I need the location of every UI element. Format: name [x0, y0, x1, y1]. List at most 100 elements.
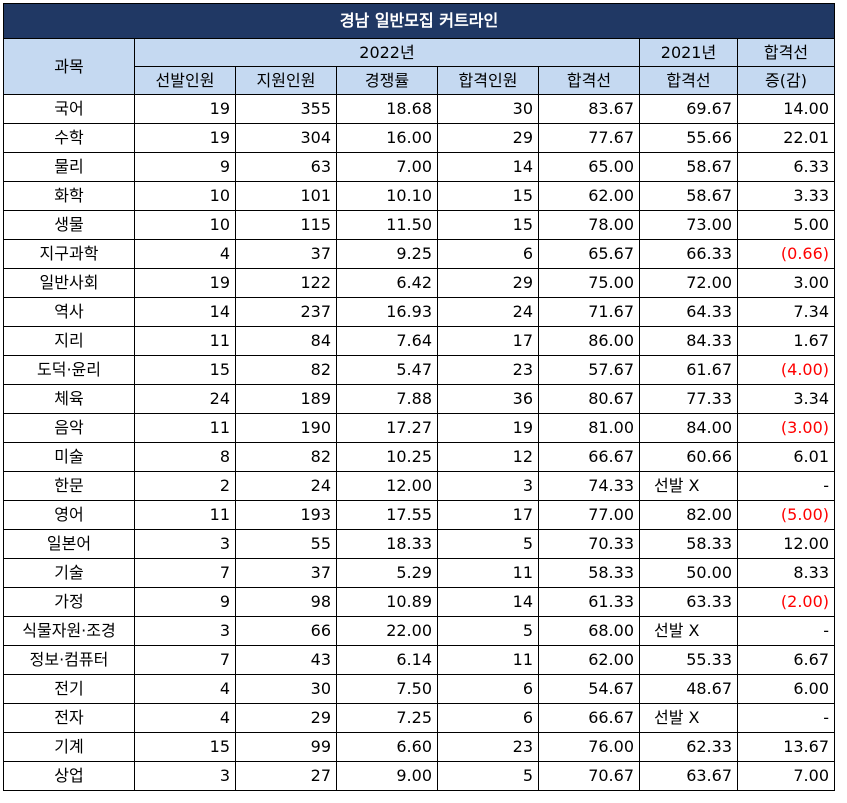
subject-cell: 전자: [3, 703, 135, 733]
diff-cell: 13.67: [737, 732, 835, 762]
ratio-cell: 16.93: [336, 297, 438, 327]
subject-cell: 일반사회: [3, 268, 135, 298]
cutoff-2022-cell: 76.00: [538, 732, 640, 762]
passed-cell: 17: [437, 500, 539, 530]
selected-cell: 4: [134, 239, 236, 269]
passed-cell: 6: [437, 239, 539, 269]
cutoff-2022-cell: 77.67: [538, 123, 640, 153]
cutoff-2022-cell: 83.67: [538, 94, 640, 124]
cutoff-2022-cell: 78.00: [538, 210, 640, 240]
table-row: 체육 24 189 7.88 36 80.67 77.33 3.34: [3, 384, 835, 414]
passed-cell: 5: [437, 529, 539, 559]
selected-cell: 3: [134, 761, 236, 791]
applicants-cell: 63: [235, 152, 337, 182]
subject-cell: 기술: [3, 558, 135, 588]
cutoff-2022-cell: 57.67: [538, 355, 640, 385]
passed-cell: 6: [437, 703, 539, 733]
diff-cell: -: [737, 703, 835, 733]
ratio-cell: 18.33: [336, 529, 438, 559]
header-selected: 선발인원: [134, 66, 236, 95]
diff-cell: (3.00): [737, 413, 835, 443]
diff-cell: 3.00: [737, 268, 835, 298]
subject-cell: 수학: [3, 123, 135, 153]
applicants-cell: 43: [235, 645, 337, 675]
table-row: 가정 9 98 10.89 14 61.33 63.33 (2.00): [3, 587, 835, 617]
cutoff-2022-cell: 61.33: [538, 587, 640, 617]
cutoff-2021-cell: 73.00: [639, 210, 738, 240]
applicants-cell: 190: [235, 413, 337, 443]
cutoff-2022-cell: 75.00: [538, 268, 640, 298]
diff-cell: 1.67: [737, 326, 835, 356]
selected-cell: 11: [134, 413, 236, 443]
selected-cell: 7: [134, 645, 236, 675]
cutoff-2021-cell: 62.33: [639, 732, 738, 762]
table-row: 음악 11 190 17.27 19 81.00 84.00 (3.00): [3, 413, 835, 443]
table-row: 물리 9 63 7.00 14 65.00 58.67 6.33: [3, 152, 835, 182]
ratio-cell: 11.50: [336, 210, 438, 240]
header-applicants: 지원인원: [235, 66, 337, 95]
subject-cell: 체육: [3, 384, 135, 414]
applicants-cell: 82: [235, 355, 337, 385]
selected-cell: 4: [134, 674, 236, 704]
diff-cell: (4.00): [737, 355, 835, 385]
applicants-cell: 55: [235, 529, 337, 559]
diff-cell: 12.00: [737, 529, 835, 559]
subject-cell: 음악: [3, 413, 135, 443]
diff-cell: (2.00): [737, 587, 835, 617]
cutoff-2022-cell: 66.67: [538, 703, 640, 733]
cutoff-2022-cell: 54.67: [538, 674, 640, 704]
header-ratio: 경쟁률: [336, 66, 438, 95]
header-diff-line2: 증(감): [737, 66, 835, 95]
cutoff-2021-cell: 55.33: [639, 645, 738, 675]
applicants-cell: 84: [235, 326, 337, 356]
selected-cell: 10: [134, 210, 236, 240]
ratio-cell: 10.10: [336, 181, 438, 211]
table-row: 전자 4 29 7.25 6 66.67 선발 X-: [3, 703, 835, 733]
subject-cell: 미술: [3, 442, 135, 472]
selected-cell: 7: [134, 558, 236, 588]
subject-cell: 전기: [3, 674, 135, 704]
cutoff-2021-cell: 72.00: [639, 268, 738, 298]
applicants-cell: 304: [235, 123, 337, 153]
table-row: 전기 4 30 7.50 6 54.67 48.67 6.00: [3, 674, 835, 704]
passed-cell: 23: [437, 732, 539, 762]
subject-cell: 도덕·윤리: [3, 355, 135, 385]
ratio-cell: 17.55: [336, 500, 438, 530]
subject-cell: 지리: [3, 326, 135, 356]
table-body: 국어 19 355 18.68 30 83.67 69.67 14.00 수학 19 304 16.0…: [3, 94, 835, 791]
ratio-cell: 7.00: [336, 152, 438, 182]
applicants-cell: 37: [235, 239, 337, 269]
subject-cell: 영어: [3, 500, 135, 530]
cutoff-2022-cell: 58.33: [538, 558, 640, 588]
subject-cell: 역사: [3, 297, 135, 327]
ratio-cell: 10.89: [336, 587, 438, 617]
ratio-cell: 7.25: [336, 703, 438, 733]
diff-cell: 3.33: [737, 181, 835, 211]
header-diff-line1: 합격선: [737, 38, 835, 67]
diff-cell: 6.67: [737, 645, 835, 675]
ratio-cell: 17.27: [336, 413, 438, 443]
ratio-cell: 16.00: [336, 123, 438, 153]
subject-cell: 지구과학: [3, 239, 135, 269]
applicants-cell: 122: [235, 268, 337, 298]
selected-cell: 9: [134, 152, 236, 182]
applicants-cell: 355: [235, 94, 337, 124]
table-row: 영어 11 193 17.55 17 77.00 82.00 (5.00): [3, 500, 835, 530]
passed-cell: 6: [437, 674, 539, 704]
passed-cell: 15: [437, 210, 539, 240]
selected-cell: 19: [134, 268, 236, 298]
cutoff-2022-cell: 62.00: [538, 645, 640, 675]
table-row: 도덕·윤리 15 82 5.47 23 57.67 61.67 (4.00): [3, 355, 835, 385]
passed-cell: 3: [437, 471, 539, 501]
ratio-cell: 5.47: [336, 355, 438, 385]
table-row: 역사 14 237 16.93 24 71.67 64.33 7.34: [3, 297, 835, 327]
ratio-cell: 22.00: [336, 616, 438, 646]
diff-cell: 5.00: [737, 210, 835, 240]
cutoff-2021-cell: 69.67: [639, 94, 738, 124]
selected-cell: 14: [134, 297, 236, 327]
diff-cell: 7.00: [737, 761, 835, 791]
subject-cell: 국어: [3, 94, 135, 124]
cutoff-2022-cell: 74.33: [538, 471, 640, 501]
cutoff-2021-cell: 55.66: [639, 123, 738, 153]
passed-cell: 17: [437, 326, 539, 356]
